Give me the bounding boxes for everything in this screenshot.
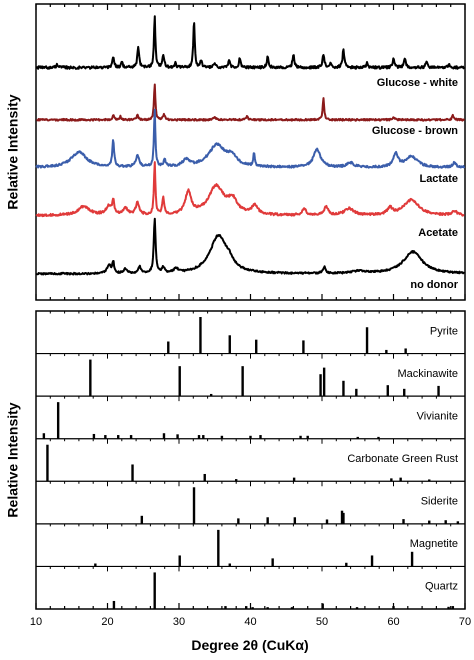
top-panel-x-ticks [35,4,466,300]
top-panel-traces [35,15,466,276]
reference-label: Quartz [425,581,458,593]
x-tick-label: 30 [173,616,185,628]
trace-label: Glucose - brown [372,125,458,137]
trace-acetate [35,161,465,218]
bottom-panel-reference-strips: Pyrite Mackinawite Vivianite Carbonate Gree… [35,311,466,609]
reference-label: Mackinawite [397,368,458,380]
bottom-y-axis-title: Relative Intensity [5,402,21,517]
trace-glucose-brown [35,83,466,122]
top-panel-trace-labels: Glucose - white Glucose - brown Lactate Ace… [372,77,459,291]
reference-strip-carbonate-green-rust: Carbonate Green Rust [35,438,466,482]
reference-strip-quartz: Quartz [35,565,466,609]
trace-label: Lactate [419,173,458,185]
reference-label: Magnetite [410,538,458,550]
reference-label: Pyrite [430,325,458,337]
x-tick-label: 40 [244,616,256,628]
x-tick-label: 60 [387,616,399,628]
top-panel-frame [35,3,466,301]
reference-strip-magnetite: Magnetite [35,523,466,567]
reference-strip-mackinawite: Mackinawite [35,352,466,397]
trace-glucose-white [35,15,465,70]
x-tick-label: 10 [30,616,42,628]
trace-label: Glucose - white [377,77,458,89]
x-axis-title: Degree 2θ (CuKα) [191,637,308,653]
reference-strip-vivianite: Vivianite [35,395,466,439]
trace-lactate [35,108,466,169]
trace-label: Acetate [418,227,458,239]
top-y-axis-title: Relative Intensity [5,94,21,209]
trace-label: no donor [410,279,458,291]
x-tick-label: 20 [101,616,113,628]
reference-strip-pyrite: Pyrite [35,311,466,354]
x-tick-label: 70 [459,616,471,628]
trace-no-donor [35,217,466,276]
reference-label: Siderite [421,496,458,508]
bottom-panel-x-ticks: 10 20 30 40 50 60 70 [30,603,471,628]
reference-label: Carbonate Green Rust [347,453,458,465]
reference-strip-siderite: Siderite [35,480,466,524]
x-tick-label: 50 [316,616,328,628]
reference-label: Vivianite [417,410,458,422]
